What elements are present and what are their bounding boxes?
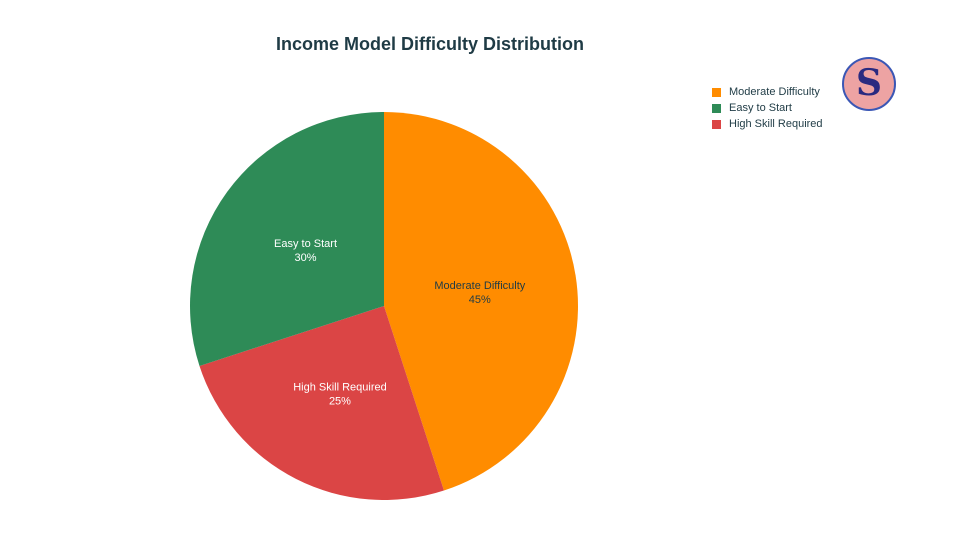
legend: Moderate Difficulty Easy to Start High S… [712,84,823,132]
legend-item[interactable]: High Skill Required [712,116,823,132]
slice-value-label: 25% [329,395,351,407]
slice-category-label: High Skill Required [293,381,387,393]
logo: S [842,57,896,111]
pie-slice[interactable] [189,112,384,366]
pie-slice[interactable] [384,112,578,491]
slice-value-label: 30% [295,252,317,264]
pie-slice[interactable] [199,306,444,501]
chart-title: Income Model Difficulty Distribution [275,34,584,54]
slice-category-label: Easy to Start [274,238,337,250]
legend-item[interactable]: Moderate Difficulty [712,84,823,100]
legend-label: Moderate Difficulty [729,86,820,98]
logo-text: S [856,62,882,104]
legend-swatch [712,103,721,113]
legend-label: Easy to Start [729,102,792,114]
slice-category-label: Moderate Difficulty [434,280,525,292]
legend-label: High Skill Required [729,118,823,130]
legend-swatch [712,119,721,129]
legend-swatch [712,87,721,97]
legend-item[interactable]: Easy to Start [712,100,823,116]
slice-value-label: 45% [469,294,491,306]
